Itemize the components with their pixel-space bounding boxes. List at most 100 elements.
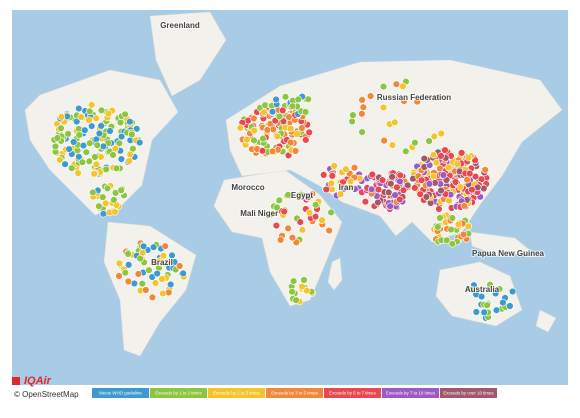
station-dot [92, 114, 100, 123]
legend-label: Exceeds by 2 to 3 times [213, 391, 260, 396]
attribution: © OpenStreetMap [14, 390, 79, 399]
station-dot [111, 144, 120, 153]
legend-swatch [324, 388, 381, 398]
station-dot [399, 82, 407, 91]
station-dot [75, 104, 83, 113]
station-dot [65, 145, 73, 153]
station-dot [121, 269, 130, 277]
station-dot [463, 176, 471, 184]
station-dot [51, 142, 60, 151]
station-dot [124, 277, 133, 286]
station-dot [320, 171, 328, 179]
station-dot [243, 136, 251, 144]
station-dot [387, 180, 395, 188]
legend-label: Exceeds by 7 to 10 times [386, 391, 436, 396]
station-dot [93, 141, 102, 149]
station-dot [416, 190, 424, 198]
station-dot [139, 242, 148, 251]
legend-label: Meets WHO guideline [99, 391, 142, 396]
station-dot [75, 153, 83, 161]
station-dot [64, 130, 72, 138]
station-dot [112, 164, 121, 173]
station-dot [284, 224, 292, 233]
station-dot [330, 162, 338, 170]
station-dot [268, 147, 277, 156]
station-dot [439, 171, 448, 179]
station-dot [305, 209, 314, 217]
station-dot [453, 160, 461, 168]
station-dot [258, 147, 267, 155]
station-dot [425, 137, 433, 145]
station-dot [447, 225, 455, 234]
station-dot [292, 238, 301, 247]
station-dot [275, 112, 284, 121]
station-dot [342, 165, 350, 173]
station-dot [437, 152, 445, 160]
station-dot [436, 214, 444, 222]
station-dot [272, 221, 281, 230]
station-dot [158, 275, 166, 283]
station-dot [287, 138, 295, 147]
station-dot [102, 165, 110, 174]
station-dot [367, 185, 376, 194]
station-dot [95, 129, 104, 138]
station-dot [508, 287, 517, 296]
station-dot [106, 127, 114, 135]
station-dot [448, 240, 456, 248]
station-dot [161, 242, 169, 250]
station-dot [393, 183, 401, 192]
station-dot [404, 181, 412, 190]
station-dot [99, 210, 108, 218]
station-dot [142, 286, 150, 294]
station-dot [486, 281, 494, 289]
station-dot [126, 117, 134, 126]
station-dot [87, 101, 96, 109]
station-dot [392, 80, 401, 88]
station-dot [75, 125, 83, 133]
station-dot [288, 288, 296, 296]
station-dot [293, 130, 301, 138]
station-dot [167, 280, 175, 289]
station-dot [149, 243, 158, 251]
station-dot [312, 201, 320, 209]
station-dot [311, 213, 320, 221]
station-dot [472, 308, 480, 316]
station-dot [444, 163, 453, 172]
station-dot [348, 117, 356, 126]
station-dot [159, 289, 167, 298]
station-dot [272, 95, 280, 104]
station-dot [291, 147, 300, 155]
station-dot [95, 202, 103, 210]
station-dot [124, 261, 133, 269]
station-dot [466, 169, 474, 178]
station-dot [292, 296, 300, 304]
station-dot [399, 186, 408, 195]
station-dot [420, 154, 428, 163]
station-dot [388, 173, 396, 181]
station-dot [121, 110, 129, 119]
station-dot [138, 280, 147, 288]
station-dot [115, 259, 124, 268]
legend-swatch [266, 388, 323, 398]
map-label: Mali [240, 209, 256, 218]
station-dot [250, 114, 258, 123]
station-dot [346, 177, 355, 186]
station-dot [260, 108, 268, 116]
station-dot [99, 142, 108, 151]
station-dot [457, 149, 466, 157]
station-dot [322, 185, 330, 194]
station-dot [361, 198, 370, 206]
station-dot [82, 148, 91, 156]
station-dot [429, 172, 438, 181]
legend-swatch [150, 388, 207, 398]
station-dot [396, 195, 404, 204]
map-label: Greenland [160, 21, 200, 30]
station-dot [422, 193, 431, 201]
station-dot [466, 285, 475, 294]
station-dot [456, 183, 464, 191]
station-dot [437, 129, 445, 138]
station-dot [103, 184, 112, 193]
station-dot [179, 269, 187, 278]
legend: Meets WHO guideline Exceeds by 1 to 2 tim… [92, 388, 497, 398]
